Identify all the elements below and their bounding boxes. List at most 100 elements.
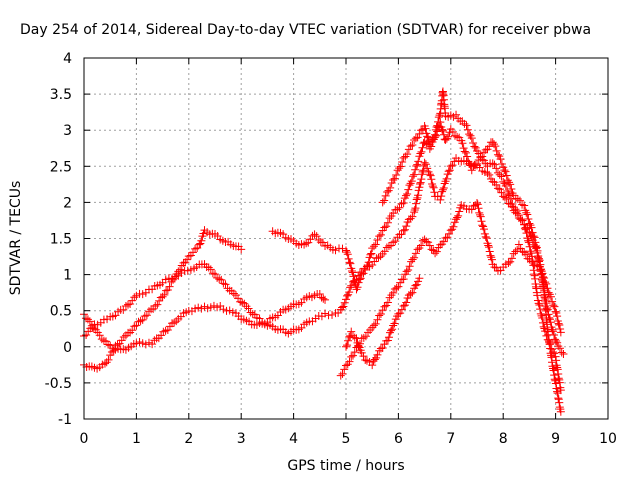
data-point [553,365,562,374]
y-tick-label: 0 [63,340,72,356]
data-point [525,242,534,251]
data-point [520,248,529,257]
data-point [507,184,516,193]
data-point [238,298,247,307]
data-point [446,162,455,171]
data-point [130,293,139,302]
data-point [130,322,139,331]
data-point [345,357,354,366]
data-point [532,241,541,250]
data-point [481,145,490,154]
data-point [417,147,426,156]
data-point [350,276,359,285]
data-point [361,356,370,365]
data-point [410,170,419,179]
data-point [434,117,443,126]
data-point [554,319,563,328]
data-point [340,365,349,374]
data-point [505,191,514,200]
data-point [376,309,385,318]
data-point [399,153,408,162]
data-point [342,248,351,257]
data-point [344,336,353,345]
data-point [432,247,441,256]
data-point [183,255,192,264]
data-point [511,247,520,256]
data-point [539,322,548,331]
data-point [318,238,327,247]
data-point [217,275,226,284]
data-point [375,311,384,320]
data-point [420,158,429,167]
data-point [473,200,482,209]
data-point [126,299,135,308]
data-point [315,289,324,298]
data-point [481,232,490,241]
data-point [501,167,510,176]
data-point [380,223,389,232]
data-point [399,226,408,235]
data-point [302,239,311,248]
data-point [555,378,564,387]
x-tick-label: 6 [394,431,403,447]
x-tick-label: 8 [499,431,508,447]
data-marks [80,87,568,416]
data-point [383,188,392,197]
data-point [403,189,412,198]
data-point [386,183,395,192]
data-point [236,297,245,306]
data-point [458,139,467,148]
y-tick-label: 4 [63,51,72,67]
data-point [551,352,560,361]
data-point [414,157,423,166]
data-point [432,122,441,131]
data-point [406,142,415,151]
data-point [104,355,113,364]
data-point [350,348,359,357]
data-point [527,249,536,258]
data-point [134,317,143,326]
data-point [373,350,382,359]
data-point [488,159,497,168]
data-point [343,341,352,350]
data-point [416,149,425,158]
data-point [530,233,539,242]
data-point [492,180,501,189]
data-point [469,138,478,147]
data-point [455,207,464,216]
data-point [542,331,551,340]
data-point [550,371,559,380]
data-point [344,254,353,263]
data-point [550,302,559,311]
data-point [450,157,459,166]
data-point [467,205,476,214]
data-point [471,161,480,170]
data-point [404,145,413,154]
data-point [383,336,392,345]
data-point [474,149,483,158]
data-point [371,319,380,328]
data-point [438,185,447,194]
data-point [485,170,494,179]
data-point [413,133,422,142]
data-point [542,279,551,288]
data-point [485,247,494,256]
data-point [312,232,321,241]
data-point [359,352,368,361]
y-tick-label: 3 [63,123,72,139]
data-point [465,159,474,168]
x-tick-label: 7 [446,431,455,447]
data-point [389,288,398,297]
data-point [411,134,420,143]
data-point [378,306,387,315]
data-point [554,394,563,403]
data-point [403,150,412,159]
data-point [553,387,562,396]
data-point [402,298,411,307]
data-point [482,234,491,243]
data-point [533,291,542,300]
data-point [138,315,147,324]
data-point [140,312,149,321]
data-point [413,160,422,169]
data-point [95,331,104,340]
